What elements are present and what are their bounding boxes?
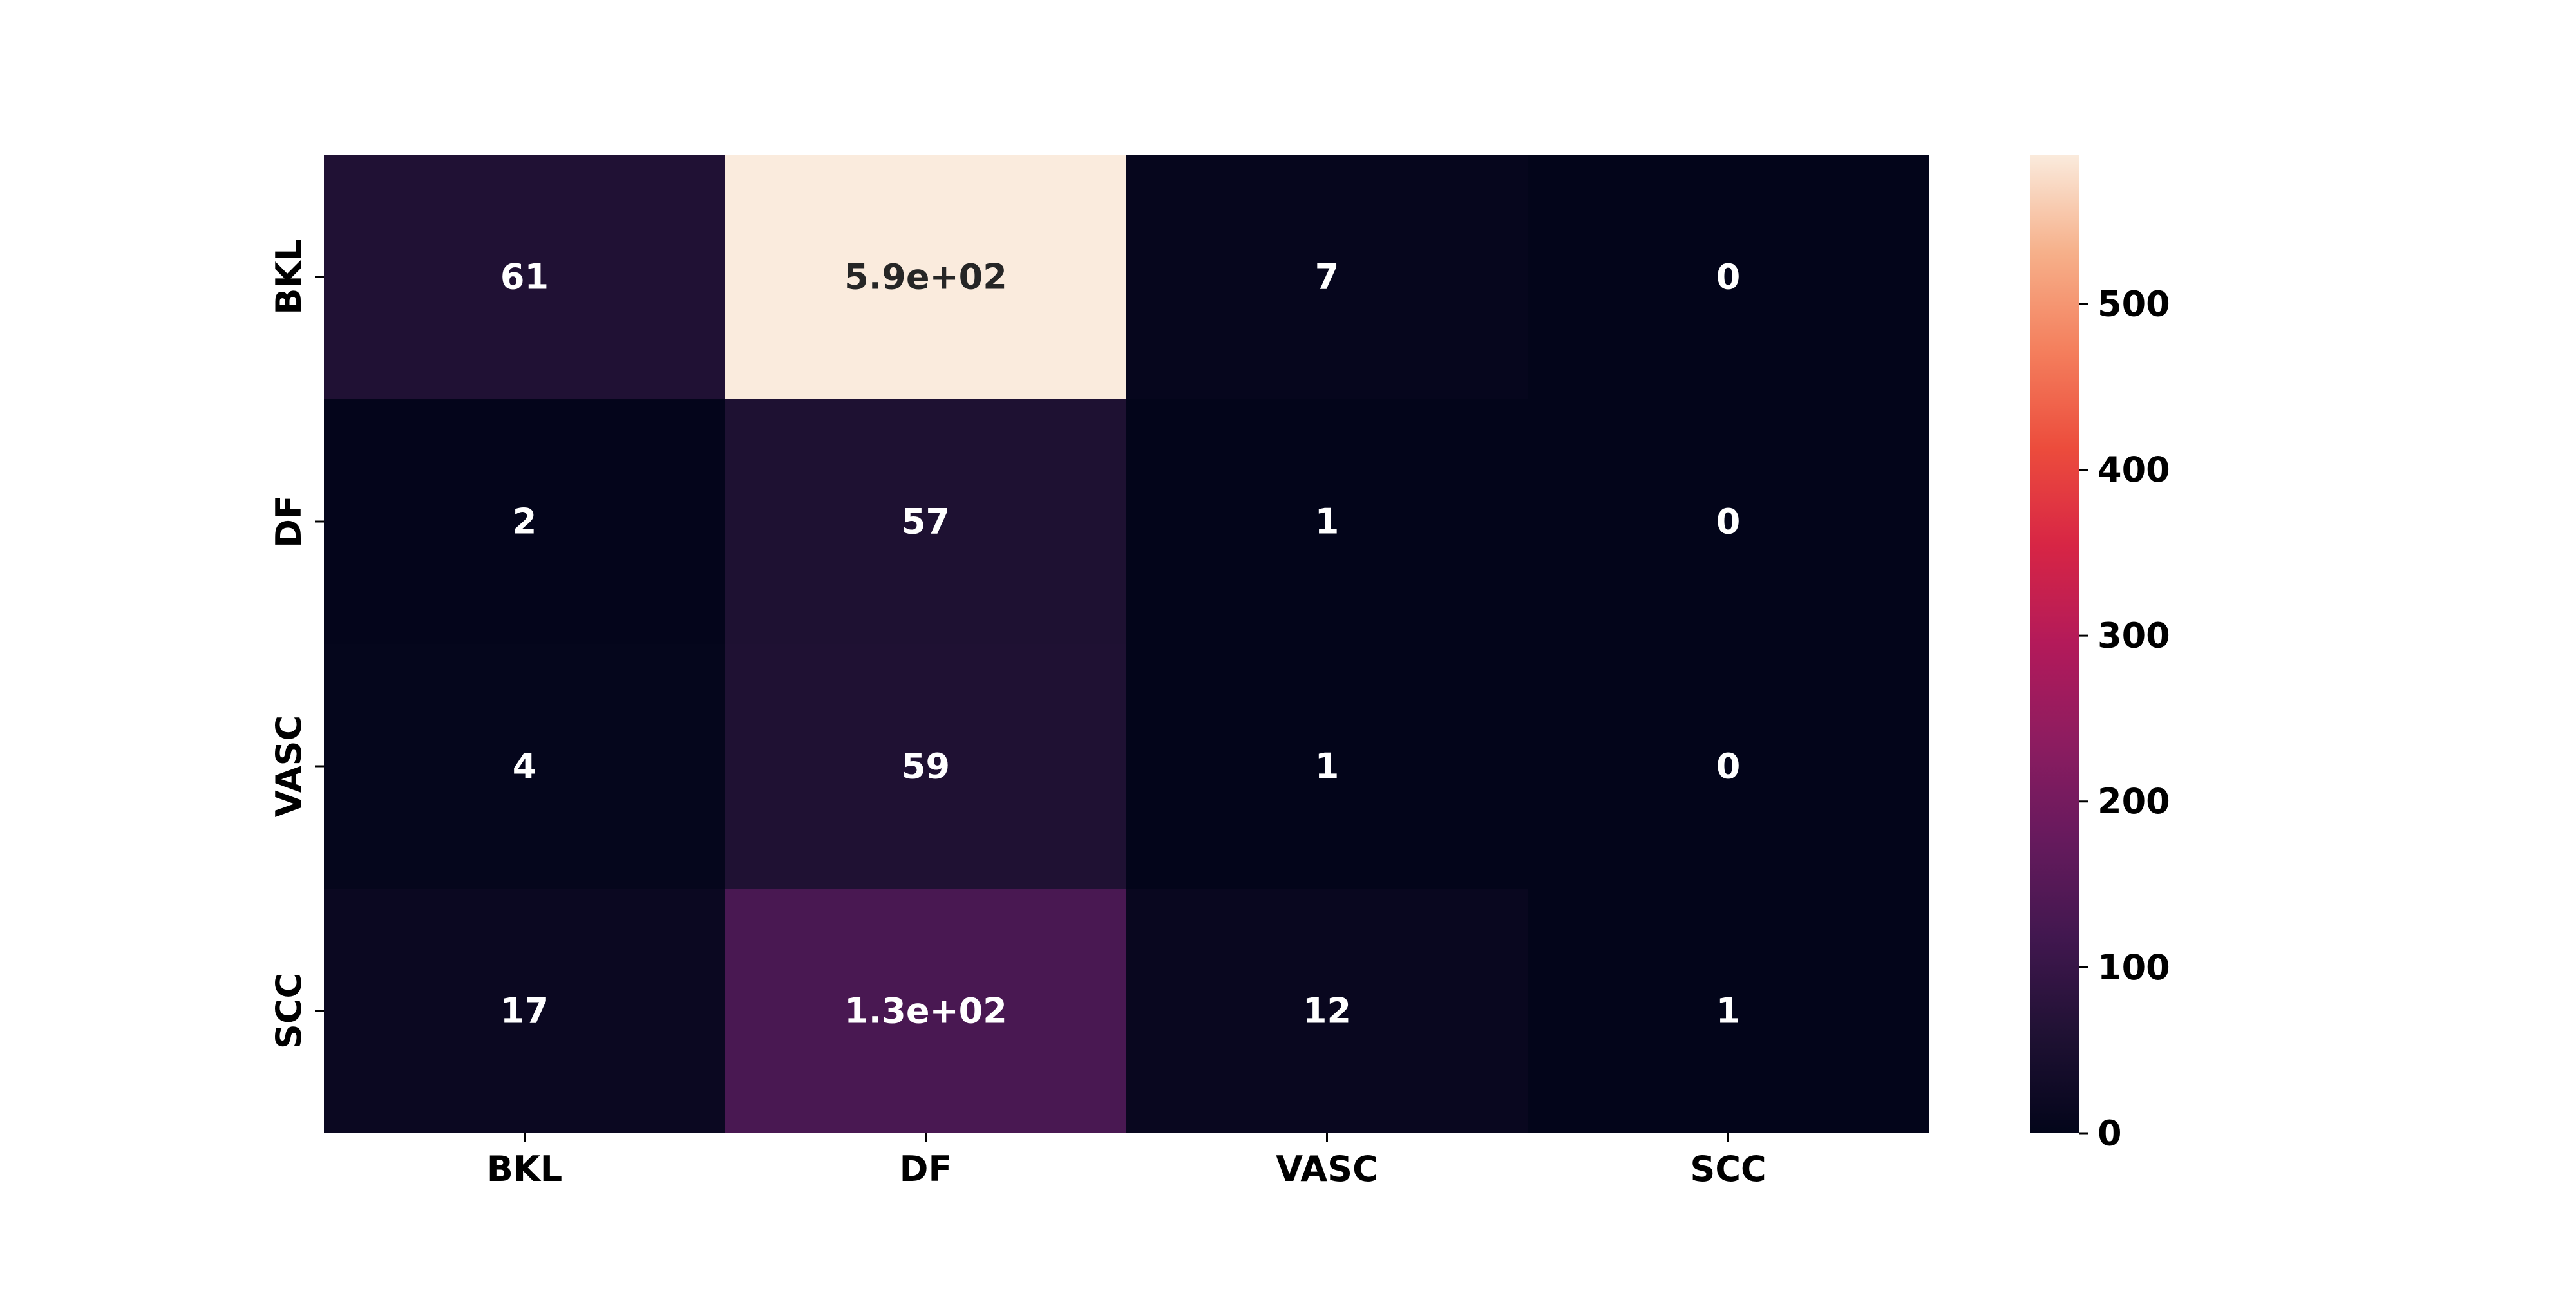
- heatmap-cell-df-vasc: [1126, 399, 1528, 644]
- cell-annotation: 5.9e+02: [844, 257, 1007, 297]
- heatmap-cell-df-scc: [1528, 399, 1929, 644]
- y-tick-label-bkl: BKL: [269, 239, 309, 314]
- colorbar-tick-label: 0: [2098, 1113, 2122, 1154]
- cell-annotation: 61: [500, 257, 549, 297]
- cell-annotation: 0: [1716, 257, 1741, 297]
- x-tick-label-scc: SCC: [1690, 1149, 1766, 1189]
- heatmap-cell-bkl-scc: [1528, 155, 1929, 399]
- cell-annotation: 1: [1315, 746, 1340, 787]
- heatmap-cell-bkl-bkl: [324, 155, 725, 399]
- heatmap-cell-bkl-vasc: [1126, 155, 1528, 399]
- y-axis: BKL DF VASC SCC: [269, 239, 324, 1049]
- heatmap-cell-vasc-vasc: [1126, 644, 1528, 889]
- cell-annotation: 7: [1315, 257, 1340, 297]
- heatmap-cells: 61 5.9e+02 7 0 2 57 1 0 4 59 1 0 17 1.3e+02 12 1: [324, 155, 1929, 1133]
- x-axis: BKL DF VASC SCC: [487, 1133, 1766, 1189]
- cell-annotation: 0: [1716, 746, 1741, 787]
- heatmap-cell-vasc-bkl: [324, 644, 725, 889]
- cell-annotation: 12: [1303, 991, 1351, 1032]
- cell-annotation: 2: [513, 502, 537, 542]
- y-tick-label-df: DF: [269, 495, 309, 548]
- heatmap-cell-scc-bkl: [324, 889, 725, 1133]
- cell-annotation: 1.3e+02: [844, 991, 1007, 1032]
- cell-annotation: 0: [1716, 502, 1741, 542]
- x-tick-label-vasc: VASC: [1276, 1149, 1378, 1189]
- colorbar-tick-label: 500: [2098, 283, 2170, 324]
- colorbar-tick-label: 300: [2098, 616, 2170, 656]
- heatmap-cell-vasc-df: [725, 644, 1126, 889]
- x-tick-label-bkl: BKL: [487, 1149, 562, 1189]
- heatmap-cell-bkl-df: [725, 155, 1126, 399]
- heatmap-cell-df-bkl: [324, 399, 725, 644]
- colorbar-tick-label: 400: [2098, 449, 2170, 490]
- colorbar: 0 100 200 300 400 500: [2030, 155, 2170, 1154]
- heatmap-cell-vasc-scc: [1528, 644, 1929, 889]
- cell-annotation: 1: [1716, 991, 1741, 1032]
- cell-annotation: 59: [902, 746, 950, 787]
- cell-annotation: 1: [1315, 502, 1340, 542]
- heatmap-cell-scc-scc: [1528, 889, 1929, 1133]
- heatmap-cell-df-df: [725, 399, 1126, 644]
- cell-annotation: 17: [500, 991, 549, 1032]
- y-tick-label-vasc: VASC: [269, 715, 309, 817]
- y-tick-label-scc: SCC: [269, 973, 309, 1049]
- x-tick-label-df: DF: [900, 1149, 952, 1189]
- colorbar-tick-label: 100: [2098, 947, 2170, 988]
- heatmap-cell-scc-df: [725, 889, 1126, 1133]
- colorbar-tick-label: 200: [2098, 781, 2170, 822]
- cell-annotation: 57: [902, 502, 950, 542]
- cell-annotation: 4: [513, 746, 537, 787]
- heatmap-cell-scc-vasc: [1126, 889, 1528, 1133]
- colorbar-gradient: [2030, 155, 2079, 1133]
